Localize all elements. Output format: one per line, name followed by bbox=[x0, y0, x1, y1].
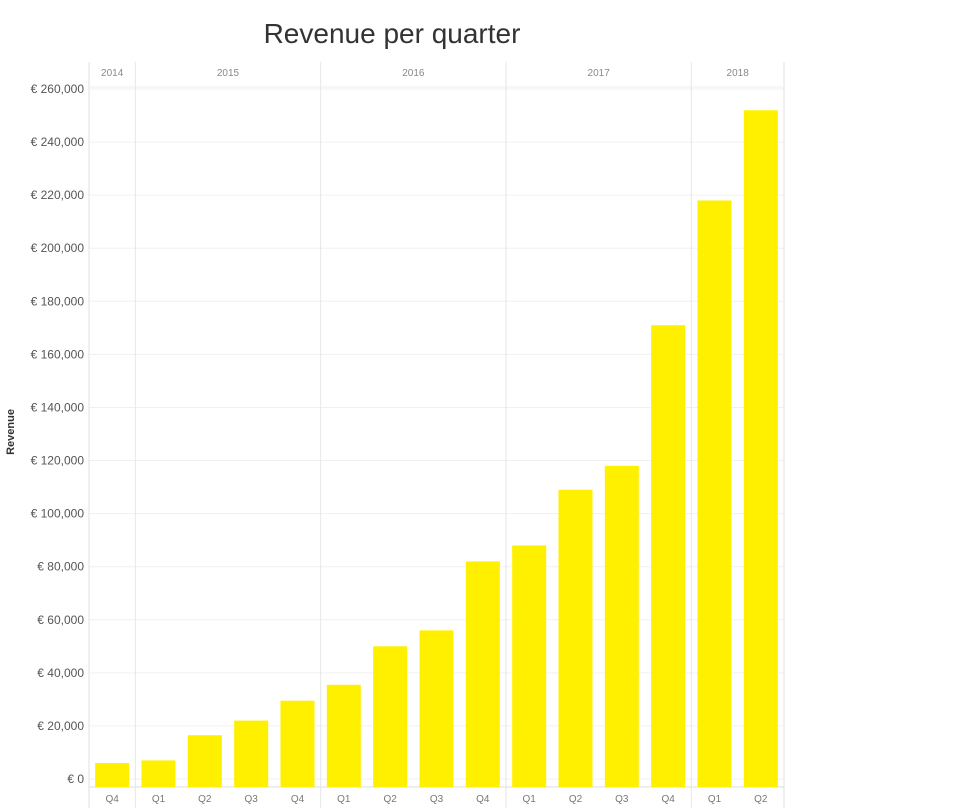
bar bbox=[326, 684, 361, 787]
x-tick-label: Q3 bbox=[430, 794, 444, 805]
x-tick-label: Q2 bbox=[754, 794, 768, 805]
bars bbox=[95, 110, 778, 787]
year-label: 2018 bbox=[727, 68, 750, 79]
y-tick-label: € 140,000 bbox=[31, 400, 85, 414]
y-tick-label: € 260,000 bbox=[31, 82, 85, 96]
bar bbox=[604, 465, 639, 787]
x-tick-label: Q1 bbox=[708, 794, 722, 805]
x-tick-label: Q3 bbox=[615, 794, 629, 805]
y-tick-label: € 120,000 bbox=[31, 454, 85, 468]
bar bbox=[512, 545, 547, 787]
x-tick-label: Q2 bbox=[569, 794, 583, 805]
x-tick-label: Q2 bbox=[198, 794, 212, 805]
y-tick-label: € 220,000 bbox=[31, 188, 85, 202]
year-label: 2017 bbox=[588, 68, 611, 79]
x-tick-label: Q1 bbox=[337, 794, 351, 805]
bar bbox=[141, 760, 176, 787]
bar bbox=[187, 735, 222, 787]
bar bbox=[95, 763, 130, 787]
year-label: 2015 bbox=[217, 68, 240, 79]
x-tick-label: Q3 bbox=[244, 794, 258, 805]
x-axis-ticks: Q4 Q1 Q2 Q3 Q4 Q1 Q2 Q3 Q4 Q1 Q2 Q3 Q4 Q1 Q2 bbox=[105, 794, 767, 805]
y-tick-label: € 0 bbox=[67, 772, 84, 786]
y-tick-label: € 40,000 bbox=[37, 666, 84, 680]
y-tick-label: € 160,000 bbox=[31, 347, 85, 361]
y-axis-label: Revenue bbox=[5, 409, 17, 455]
chart-title: Revenue per quarter bbox=[263, 18, 521, 49]
y-tick-label: € 200,000 bbox=[31, 241, 85, 255]
year-label: 2014 bbox=[101, 68, 124, 79]
y-tick-label: € 240,000 bbox=[31, 135, 85, 149]
bar bbox=[373, 646, 408, 787]
x-tick-label: Q4 bbox=[105, 794, 119, 805]
year-label: 2016 bbox=[402, 68, 425, 79]
y-axis-ticks: € 0 € 20,000 € 40,000 € 60,000 € 80,000 € 100… bbox=[31, 82, 85, 786]
x-tick-label: Q4 bbox=[476, 794, 490, 805]
y-tick-label: € 60,000 bbox=[37, 613, 84, 627]
bar bbox=[697, 200, 732, 787]
x-tick-label: Q1 bbox=[152, 794, 166, 805]
bar bbox=[419, 630, 454, 787]
x-tick-label: Q4 bbox=[291, 794, 305, 805]
bar bbox=[234, 720, 269, 787]
bar bbox=[280, 700, 315, 787]
bar bbox=[743, 110, 778, 787]
y-tick-label: € 80,000 bbox=[37, 560, 84, 574]
x-tick-label: Q1 bbox=[522, 794, 536, 805]
bar bbox=[465, 561, 500, 787]
y-tick-label: € 180,000 bbox=[31, 294, 85, 308]
year-header: 2014 2015 2016 2017 2018 bbox=[101, 68, 749, 79]
bar bbox=[651, 325, 686, 787]
x-tick-label: Q4 bbox=[661, 794, 675, 805]
gridlines bbox=[88, 62, 785, 808]
x-tick-label: Q2 bbox=[383, 794, 397, 805]
y-tick-label: € 100,000 bbox=[31, 507, 85, 521]
y-tick-label: € 20,000 bbox=[37, 719, 84, 733]
bar bbox=[558, 489, 593, 787]
